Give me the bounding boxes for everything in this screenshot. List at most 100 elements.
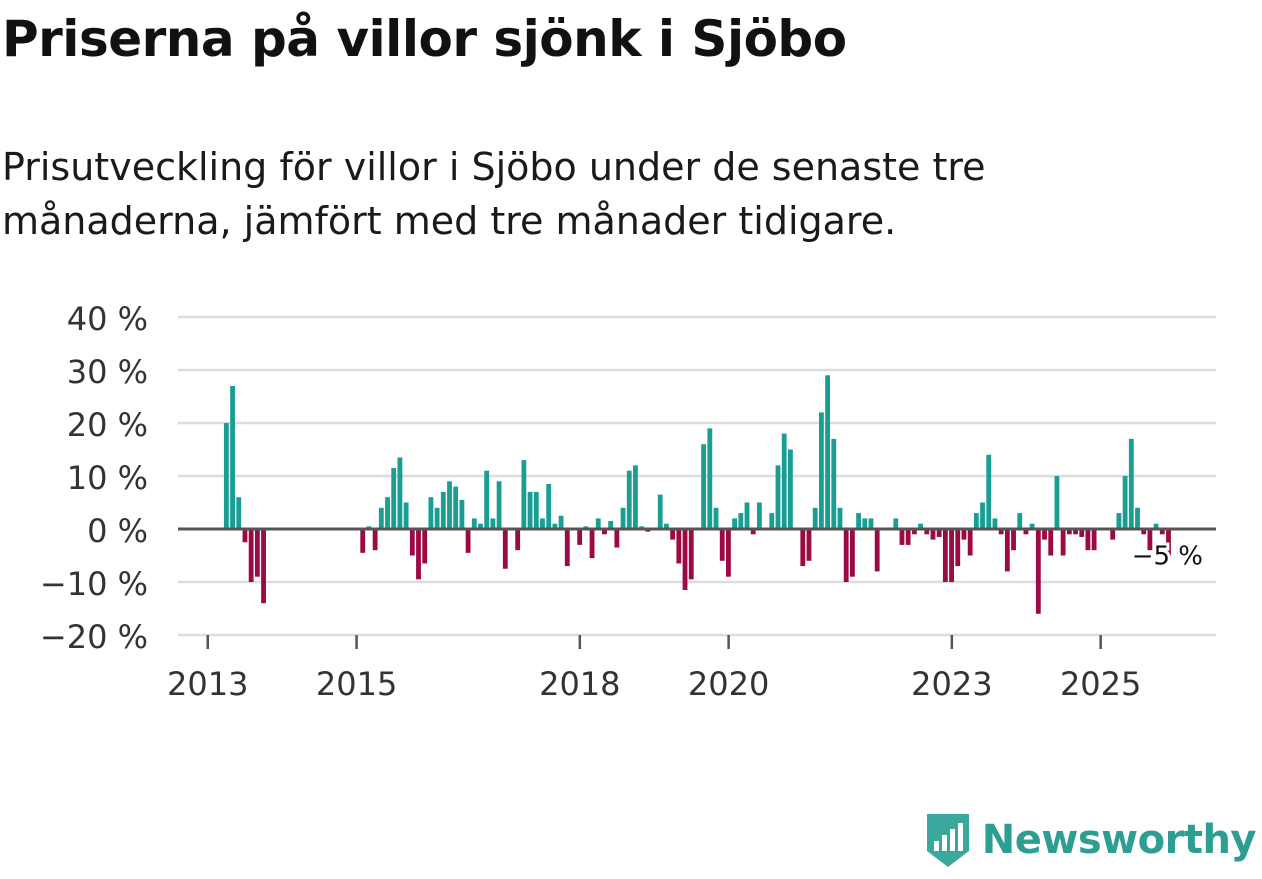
bar [980, 502, 985, 529]
bar [1042, 529, 1047, 540]
bar [633, 465, 638, 529]
bar [930, 529, 936, 540]
bar [490, 518, 496, 529]
bar [1135, 507, 1140, 529]
bar [1159, 529, 1165, 535]
bar [502, 529, 508, 569]
brand-logo[interactable]: Newsworthy [924, 809, 1257, 871]
bar [1085, 529, 1091, 551]
bar [521, 460, 527, 529]
bar [744, 502, 750, 529]
bar [453, 486, 459, 529]
bar [918, 523, 923, 529]
bar [1023, 529, 1029, 535]
bar [428, 497, 434, 529]
bar [806, 529, 812, 561]
bar [967, 529, 973, 556]
bar [670, 529, 676, 540]
last-value-label: −5 % [1132, 542, 1203, 572]
x-tick-label: 2020 [688, 665, 769, 703]
bar [261, 529, 266, 604]
bar [230, 385, 235, 529]
bar [1110, 529, 1116, 540]
bar [471, 518, 477, 529]
bar [726, 529, 731, 577]
bar [924, 529, 930, 535]
bar [533, 491, 539, 529]
bar [478, 523, 483, 529]
bar [515, 529, 521, 551]
bar [688, 529, 694, 580]
bar [750, 529, 756, 535]
y-tick-label: 40 % [67, 300, 148, 338]
bar [657, 494, 663, 529]
bar [738, 513, 744, 529]
bar [856, 513, 861, 529]
bar [757, 502, 762, 529]
bar [372, 529, 378, 551]
bar [843, 529, 849, 582]
bar [223, 423, 229, 529]
bar [936, 529, 942, 537]
bar [732, 518, 738, 529]
bar [942, 529, 948, 582]
bar [595, 518, 601, 529]
bar [719, 529, 725, 561]
bar [422, 529, 428, 564]
bar [812, 507, 818, 529]
bar [403, 502, 409, 529]
bar [1166, 529, 1171, 556]
bar [236, 497, 242, 529]
bar [911, 529, 917, 535]
bar [874, 529, 880, 572]
bar [540, 518, 545, 529]
bar [1004, 529, 1010, 572]
bar [1017, 513, 1023, 529]
bar [1035, 529, 1041, 614]
bar [626, 470, 632, 529]
bar [1147, 529, 1153, 551]
bar [1011, 529, 1016, 551]
bar [1141, 529, 1147, 535]
newsworthy-logo-icon [926, 814, 969, 867]
bar [459, 499, 465, 529]
y-axis: 40 % 30 % 20 % 10 % 0 % −10 % −20 % [40, 300, 148, 656]
x-tick-label: 2018 [539, 665, 620, 703]
bar [360, 529, 366, 553]
chart-title: Priserna på villor sjönk i Sjöbo [2, 10, 847, 68]
chart-subtitle: Prisutveckling för villor i Sjöbo under … [2, 145, 986, 243]
bar [949, 529, 954, 582]
bar [397, 457, 403, 529]
bar [527, 491, 533, 529]
bar [416, 529, 421, 580]
brand-name: Newsworthy [981, 817, 1257, 863]
bar [242, 529, 248, 543]
bar-chart: 40 %30 %20 %10 %0 %−10 %−20 % 2013 2015 20… [40, 300, 1216, 703]
bar [409, 529, 415, 556]
bar [1029, 523, 1035, 529]
bar [1122, 476, 1128, 529]
bar [1060, 529, 1066, 556]
bar [248, 529, 254, 582]
bar [1048, 529, 1054, 556]
bar [552, 523, 558, 529]
bar [440, 491, 446, 529]
bar [1153, 523, 1159, 529]
x-tick-label: 2013 [167, 665, 248, 703]
bar [484, 470, 490, 529]
bar [775, 465, 781, 529]
bar [862, 518, 868, 529]
y-tick-label: 20 % [67, 406, 148, 444]
bar [1116, 513, 1122, 529]
bar [496, 481, 502, 529]
bar [837, 507, 843, 529]
bar [1128, 438, 1134, 529]
bar [973, 513, 979, 529]
bar [1079, 529, 1085, 537]
gridlines [178, 315, 1216, 637]
bar [961, 529, 967, 540]
bar [986, 454, 992, 529]
y-tick-label: 30 % [67, 353, 148, 391]
bar [800, 529, 806, 567]
bar [893, 518, 899, 529]
